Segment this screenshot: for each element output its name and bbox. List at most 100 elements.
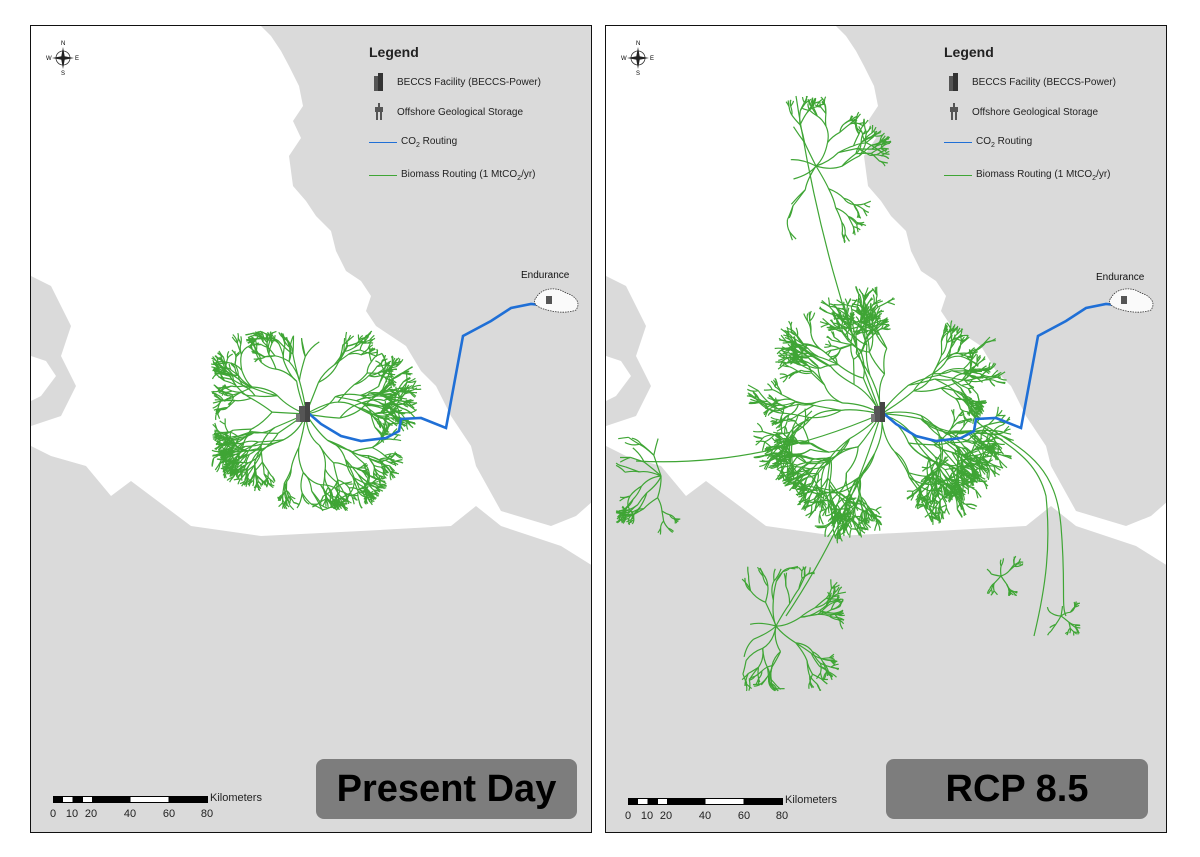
scale-unit: Kilometers bbox=[785, 794, 837, 806]
biomass-route-segment bbox=[330, 479, 339, 492]
biomass-route-segment bbox=[852, 502, 859, 511]
biomass-route-segment bbox=[779, 472, 786, 479]
biomass-route-segment bbox=[393, 438, 402, 442]
biomass-route-segment bbox=[990, 589, 993, 594]
biomass-route-segment bbox=[753, 430, 763, 433]
legend-title: Legend bbox=[369, 44, 419, 60]
biomass-route-segment bbox=[646, 475, 662, 494]
biomass-route-segment bbox=[844, 309, 854, 321]
biomass-route-segment bbox=[934, 473, 938, 483]
biomass-route-segment bbox=[934, 378, 953, 381]
biomass-route-segment bbox=[849, 118, 857, 125]
biomass-route-segment bbox=[356, 396, 372, 402]
biomass-route-segment bbox=[855, 142, 862, 155]
biomass-route-segment bbox=[988, 446, 997, 450]
biomass-route-segment bbox=[854, 124, 860, 135]
biomass-route-segment bbox=[809, 675, 815, 688]
biomass-route-segment bbox=[823, 478, 829, 492]
biomass-route-segment bbox=[756, 422, 764, 432]
biomass-route-segment bbox=[873, 134, 884, 137]
biomass-route-segment bbox=[841, 317, 854, 321]
biomass-route-segment bbox=[349, 487, 359, 491]
biomass-route-segment bbox=[868, 334, 874, 353]
biomass-route-segment bbox=[251, 411, 273, 430]
biomass-route-segment bbox=[764, 434, 775, 443]
biomass-route-segment bbox=[908, 476, 931, 486]
biomass-route-segment bbox=[223, 367, 232, 371]
biomass-route-segment bbox=[987, 443, 996, 445]
biomass-route-segment bbox=[631, 437, 642, 445]
biomass-route-segment bbox=[1069, 628, 1072, 634]
biomass-route-segment bbox=[639, 443, 655, 456]
biomass-route-segment bbox=[792, 435, 798, 442]
biomass-route-segment bbox=[815, 473, 819, 485]
scale-tick: 80 bbox=[775, 810, 789, 822]
biomass-route-segment bbox=[389, 472, 392, 481]
biomass-route-segment bbox=[317, 501, 328, 509]
biomass-route-segment bbox=[289, 504, 295, 511]
biomass-route-segment bbox=[403, 384, 410, 392]
biomass-route-segment bbox=[231, 362, 236, 369]
biomass-route-segment bbox=[809, 504, 813, 515]
biomass-route-segment bbox=[324, 468, 337, 483]
biomass-route-segment bbox=[870, 147, 882, 154]
beccs-facility-icon bbox=[871, 402, 885, 422]
biomass-route-segment bbox=[392, 390, 398, 396]
biomass-route-segment bbox=[797, 488, 805, 491]
biomass-route-segment bbox=[821, 502, 826, 511]
biomass-route-segment bbox=[792, 414, 799, 428]
biomass-route-segment bbox=[929, 480, 933, 487]
biomass-route-segment bbox=[1068, 621, 1076, 626]
biomass-route-segment bbox=[263, 477, 269, 483]
biomass-route-segment bbox=[775, 469, 783, 481]
land-mass-south bbox=[606, 276, 1166, 832]
biomass-route-segment bbox=[753, 625, 777, 640]
biomass-route-segment bbox=[959, 408, 968, 413]
coastline-sea bbox=[606, 356, 631, 401]
biomass-route-segment bbox=[369, 475, 380, 481]
biomass-route-segment bbox=[215, 361, 229, 365]
biomass-route-segment bbox=[260, 446, 263, 463]
biomass-route-segment bbox=[334, 393, 361, 398]
biomass-route-segment bbox=[937, 477, 940, 485]
biomass-route-segment bbox=[264, 355, 276, 358]
biomass-route-segment bbox=[283, 502, 288, 510]
biomass-route-segment bbox=[828, 484, 832, 503]
biomass-route-segment bbox=[254, 461, 263, 472]
biomass-route-segment bbox=[999, 559, 1002, 567]
biomass-route-segment bbox=[762, 430, 775, 436]
biomass-route-segment bbox=[969, 443, 976, 456]
scale-unit: Kilometers bbox=[210, 792, 262, 804]
biomass-route-segment bbox=[1014, 591, 1018, 594]
biomass-route-segment bbox=[795, 327, 799, 337]
biomass-route-segment bbox=[383, 438, 394, 441]
biomass-route-segment bbox=[389, 465, 395, 472]
biomass-route-segment bbox=[257, 332, 264, 336]
biomass-route-segment bbox=[622, 516, 626, 522]
biomass-route-segment bbox=[240, 354, 243, 371]
biomass-route-segment bbox=[1046, 606, 1052, 614]
biomass-route-segment bbox=[839, 122, 846, 133]
biomass-route-segment bbox=[835, 207, 843, 223]
biomass-route-segment bbox=[880, 384, 909, 415]
biomass-route-segment bbox=[863, 287, 869, 297]
biomass-route-segment bbox=[774, 431, 791, 436]
biomass-route-segment bbox=[880, 150, 890, 157]
biomass-route-segment bbox=[218, 442, 236, 446]
biomass-route-segment bbox=[831, 584, 840, 589]
biomass-route-segment bbox=[745, 673, 749, 681]
legend-item-storage: Offshore Geological Storage bbox=[936, 102, 1161, 122]
biomass-route-segment bbox=[778, 432, 783, 444]
biomass-route-segment bbox=[284, 481, 288, 492]
biomass-route-segment bbox=[908, 472, 927, 477]
biomass-route-segment bbox=[980, 465, 988, 474]
biomass-route-segment bbox=[961, 460, 972, 469]
biomass-route-segment bbox=[782, 460, 795, 467]
biomass-route-segment bbox=[368, 347, 371, 354]
biomass-route-segment bbox=[224, 398, 229, 402]
land-mass-south bbox=[31, 276, 591, 832]
biomass-route-segment bbox=[833, 326, 844, 329]
biomass-route-segment bbox=[827, 340, 832, 347]
biomass-route-segment bbox=[849, 493, 857, 507]
biomass-route-segment bbox=[844, 233, 850, 242]
